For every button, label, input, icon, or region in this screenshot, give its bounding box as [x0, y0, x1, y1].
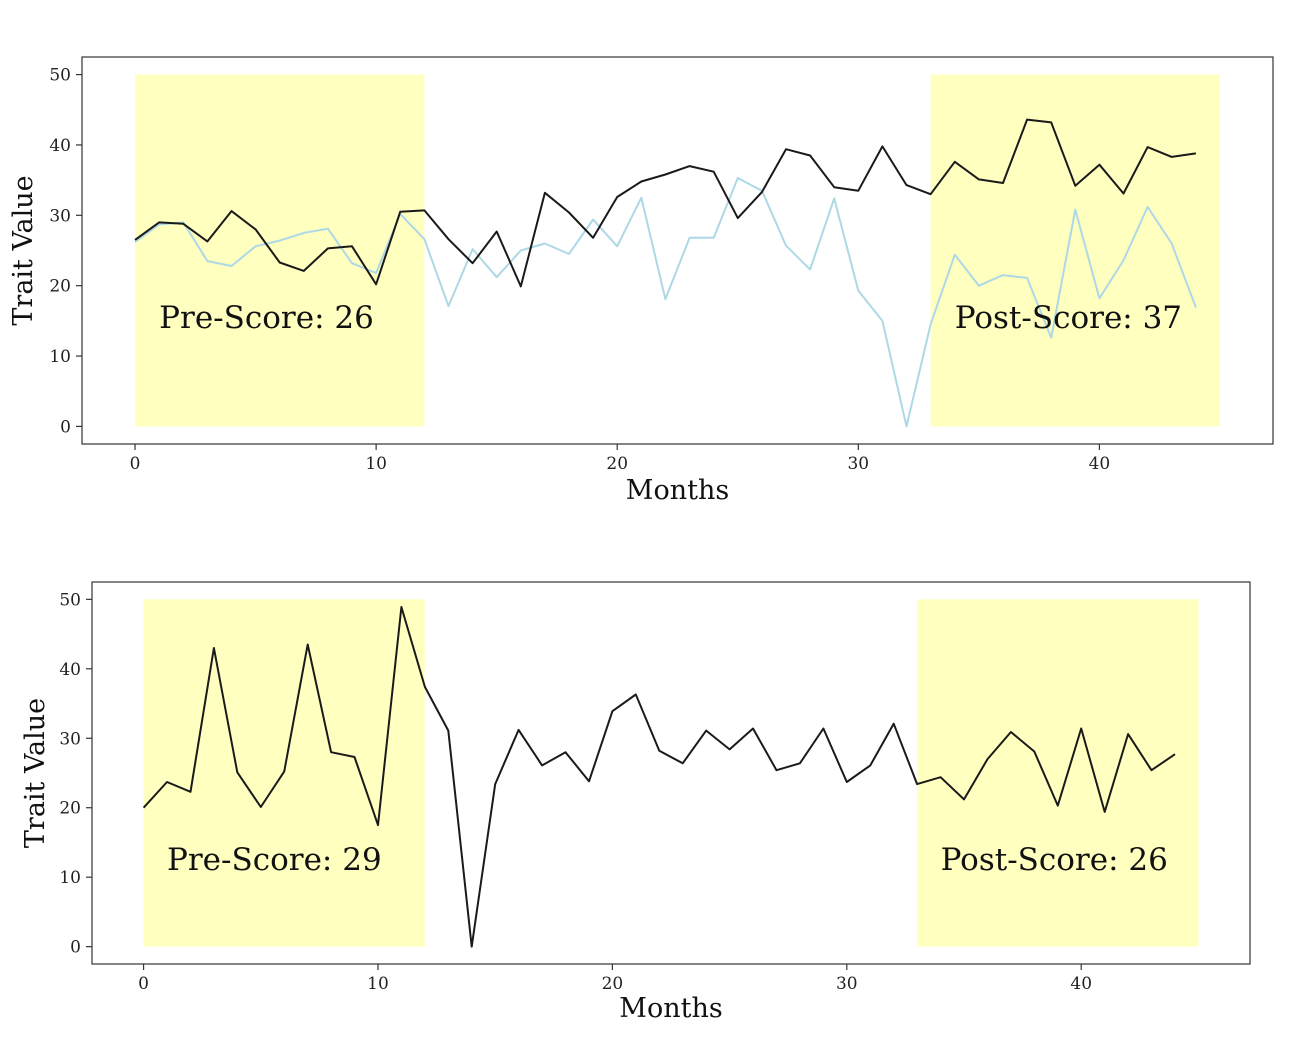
- x-tick-label: 30: [836, 974, 858, 994]
- x-tick-label: 40: [1089, 454, 1111, 474]
- x-tick-label: 10: [367, 974, 389, 994]
- post-score-label: Post-Score: 26: [941, 842, 1168, 878]
- highlight-region-post: [930, 74, 1220, 427]
- x-axis-label: Months: [619, 993, 722, 1024]
- series-line-2: [134, 118, 1197, 288]
- x-tick-label: 20: [606, 454, 628, 474]
- series-line-1: [142, 606, 1176, 948]
- y-tick-label: 20: [49, 277, 71, 297]
- pre-score-label: Pre-Score: 29: [167, 842, 382, 878]
- series-line-1: [134, 177, 1197, 428]
- x-tick-label: 10: [365, 454, 387, 474]
- plot-frame: [91, 581, 1251, 965]
- x-tick-label: 0: [138, 974, 149, 994]
- y-tick-label: 40: [59, 660, 81, 680]
- x-tick-label: 40: [1070, 974, 1092, 994]
- highlight-region-post: [917, 599, 1199, 947]
- y-tick-label: 0: [60, 417, 71, 437]
- post-score-label: Post-Score: 37: [955, 300, 1182, 336]
- y-tick-label: 10: [59, 868, 81, 888]
- highlight-region-pre: [135, 74, 425, 427]
- chart-1: Pre-Score: 26 Post-Score: 37 0 10 20 30 40 0 10 2…: [8, 56, 1274, 506]
- x-tick-label: 30: [847, 454, 869, 474]
- plot-frame: [81, 56, 1274, 445]
- y-tick-label: 30: [49, 206, 71, 226]
- y-tick-label: 20: [59, 799, 81, 819]
- x-tick-label: 0: [130, 454, 141, 474]
- x-tick-label: 20: [602, 974, 624, 994]
- pre-score-label: Pre-Score: 26: [159, 300, 374, 336]
- y-tick-label: 50: [59, 590, 81, 610]
- y-axis-label: Trait Value: [20, 698, 51, 848]
- x-axis-label: Months: [626, 475, 729, 506]
- y-tick-label: 40: [49, 136, 71, 156]
- chart-2: Pre-Score: 29 Post-Score: 26 0 10 20 30 40 0 10 2…: [20, 581, 1251, 1024]
- y-tick-label: 0: [70, 938, 81, 958]
- y-axis-label: Trait Value: [8, 175, 39, 325]
- y-tick-label: 50: [49, 66, 71, 86]
- y-tick-label: 10: [49, 347, 71, 367]
- y-tick-label: 30: [59, 729, 81, 749]
